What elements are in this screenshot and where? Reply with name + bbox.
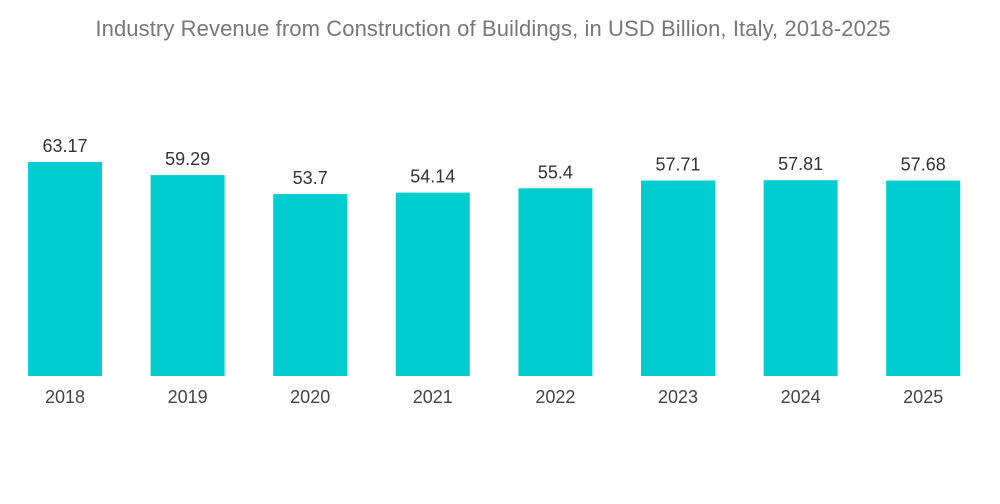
x-tick-2023: 2023 (658, 387, 698, 407)
value-label-2021: 54.14 (410, 167, 455, 187)
x-tick-2019: 2019 (168, 387, 208, 407)
x-tick-2024: 2024 (781, 387, 821, 407)
x-tick-2025: 2025 (903, 387, 943, 407)
bar-2025 (886, 180, 961, 376)
bar-2022 (518, 188, 593, 376)
value-label-2025: 57.68 (901, 155, 946, 175)
value-label-2018: 63.17 (42, 136, 87, 156)
value-label-2020: 53.7 (293, 168, 328, 188)
value-labels-group: 63.17 59.29 53.7 54.14 55.4 57.71 57.81 57.68 (42, 136, 945, 188)
x-tick-2021: 2021 (413, 387, 453, 407)
value-label-2022: 55.4 (538, 162, 573, 182)
bar-2020 (273, 194, 348, 376)
bar-2024 (763, 180, 838, 376)
bar-2019 (150, 175, 225, 376)
bar-2018 (28, 162, 102, 376)
bar-2021 (395, 192, 470, 376)
value-label-2019: 59.29 (165, 149, 210, 169)
value-label-2023: 57.71 (655, 155, 700, 175)
chart-title: Industry Revenue from Construction of Bu… (95, 16, 891, 41)
x-tick-2020: 2020 (290, 387, 330, 407)
bar-2023 (641, 180, 715, 376)
x-tick-2018: 2018 (45, 387, 85, 407)
x-tick-2022: 2022 (535, 387, 575, 407)
bars-group (28, 162, 961, 376)
x-axis-tick-labels: 2018 2019 2020 2021 2022 2023 2024 2025 (45, 387, 943, 407)
value-label-2024: 57.81 (778, 154, 823, 174)
